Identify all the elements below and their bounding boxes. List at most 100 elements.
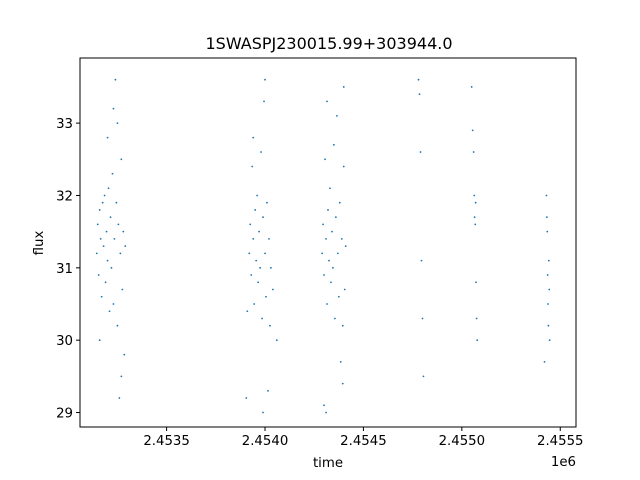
data-point — [341, 382, 344, 385]
data-point — [344, 245, 347, 248]
data-point — [268, 237, 270, 240]
data-point — [322, 223, 324, 226]
data-point — [547, 303, 549, 305]
data-point — [249, 223, 252, 226]
data-point — [475, 281, 477, 284]
data-point — [471, 129, 474, 132]
data-point — [100, 295, 103, 298]
data-point — [258, 230, 261, 233]
data-point — [329, 187, 331, 190]
data-point — [328, 259, 330, 262]
x-tick-label: 2.4555 — [537, 434, 584, 449]
data-point — [116, 122, 119, 125]
data-point — [275, 339, 278, 342]
data-point — [476, 339, 479, 342]
data-point — [253, 303, 256, 305]
data-point — [246, 310, 249, 313]
data-point — [118, 397, 121, 399]
data-point — [325, 237, 327, 240]
data-point — [250, 274, 253, 276]
data-point — [545, 216, 548, 219]
data-point — [323, 274, 325, 276]
plot-area — [95, 78, 551, 414]
data-point — [325, 411, 327, 414]
y-tick-label: 31 — [56, 262, 73, 277]
data-point — [115, 201, 118, 204]
data-point — [255, 259, 258, 262]
y-axis: 29 30 31 32 33 — [56, 117, 80, 422]
data-point — [264, 252, 266, 255]
data-point — [470, 86, 473, 88]
data-point — [338, 201, 341, 204]
data-point — [333, 317, 336, 320]
data-point — [112, 107, 115, 110]
data-point — [267, 389, 269, 392]
data-point — [120, 158, 123, 161]
data-point — [327, 209, 329, 211]
data-point — [321, 252, 323, 255]
data-point — [330, 281, 332, 284]
data-point — [260, 151, 262, 153]
data-point — [474, 201, 477, 204]
data-point — [251, 165, 254, 168]
data-point — [341, 324, 344, 327]
data-point — [106, 259, 109, 262]
y-tick-label: 30 — [56, 334, 73, 349]
data-point — [421, 317, 424, 320]
y-tick-label: 33 — [56, 117, 73, 132]
data-point — [265, 295, 267, 298]
data-point — [259, 266, 261, 269]
data-point — [262, 411, 264, 414]
data-point — [340, 237, 343, 240]
data-point — [417, 78, 420, 81]
data-point — [95, 252, 98, 255]
data-point — [475, 317, 478, 320]
data-point — [120, 375, 123, 378]
data-point — [105, 230, 108, 233]
data-point — [110, 266, 113, 269]
data-point — [103, 194, 106, 197]
data-point — [98, 339, 101, 342]
data-point — [116, 324, 119, 327]
data-point — [339, 360, 342, 363]
data-point — [109, 216, 112, 219]
data-point — [343, 288, 346, 291]
data-point — [252, 237, 255, 240]
data-point — [324, 158, 326, 161]
data-point — [333, 143, 335, 146]
data-point — [419, 151, 422, 153]
x-axis: 2.4535 2.4540 2.4545 2.4550 2.4555 — [143, 427, 584, 449]
data-point — [337, 295, 340, 298]
data-point — [106, 136, 109, 139]
data-point — [326, 303, 328, 305]
data-point — [121, 288, 124, 291]
data-point — [102, 245, 105, 248]
data-point — [547, 259, 550, 262]
data-point — [123, 353, 126, 356]
data-point — [332, 266, 334, 269]
y-tick-label: 29 — [56, 407, 73, 422]
data-point — [261, 317, 263, 320]
data-point — [262, 216, 264, 219]
x-tick-label: 2.4540 — [242, 434, 289, 449]
data-point — [545, 194, 548, 197]
data-point — [418, 93, 421, 96]
data-point — [97, 274, 100, 276]
data-point — [473, 216, 476, 219]
data-point — [107, 187, 110, 190]
y-axis-label: flux — [32, 231, 47, 256]
data-point — [117, 223, 120, 226]
chart-title: 1SWASPJ230015.99+303944.0 — [205, 34, 452, 53]
data-point — [108, 310, 111, 313]
x-axis-label: time — [313, 456, 343, 471]
data-point — [335, 114, 338, 117]
data-point — [263, 100, 265, 103]
data-point — [420, 259, 423, 262]
data-point — [122, 230, 125, 233]
data-point — [547, 324, 550, 327]
x-tick-label: 2.4535 — [143, 434, 190, 449]
data-point — [119, 252, 122, 255]
data-point — [472, 151, 475, 153]
data-point — [546, 230, 549, 233]
data-point — [548, 339, 551, 342]
